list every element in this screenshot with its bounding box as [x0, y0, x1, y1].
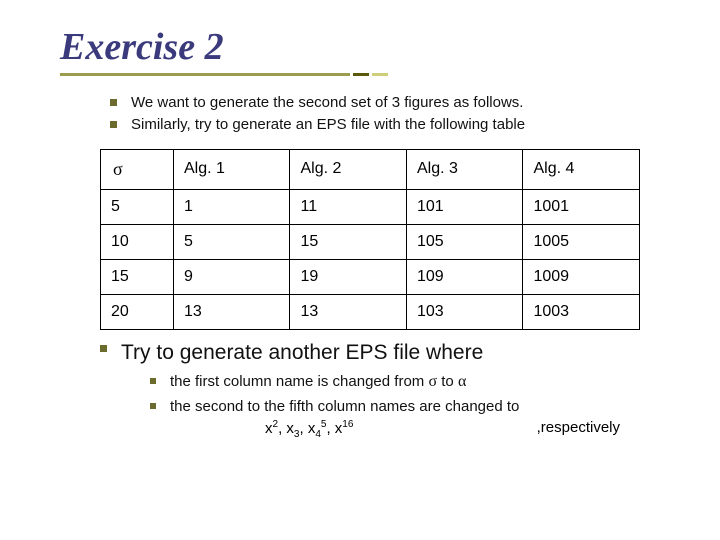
- table-cell: 13: [290, 294, 407, 329]
- table-header-cell: σ: [101, 149, 174, 189]
- table-cell: 5: [101, 189, 174, 224]
- table-cell: 20: [101, 294, 174, 329]
- table-cell: 103: [406, 294, 523, 329]
- table-cell: 1003: [523, 294, 640, 329]
- table-cell: 11: [290, 189, 407, 224]
- bottom-bullet-list: Try to generate another EPS file where: [100, 340, 680, 366]
- square-bullet-icon: [100, 345, 107, 352]
- text-span: the second to the fifth column names are…: [170, 398, 519, 415]
- table-row: 20 13 13 103 1003: [101, 294, 640, 329]
- table-cell: 9: [173, 259, 290, 294]
- sub-bullet-list: the first column name is changed from σ …: [150, 372, 680, 416]
- table-header-cell: Alg. 1: [173, 149, 290, 189]
- sub-bullet-item: the second to the fifth column names are…: [150, 397, 680, 417]
- square-bullet-icon: [150, 378, 156, 384]
- bullet-item: We want to generate the second set of 3 …: [110, 94, 680, 113]
- table-cell: 19: [290, 259, 407, 294]
- table-row: 10 5 15 105 1005: [101, 224, 640, 259]
- sub-bullet-text: the second to the fifth column names are…: [170, 397, 519, 417]
- sub-bullet-item: the first column name is changed from σ …: [150, 372, 680, 393]
- sigma-symbol: σ: [428, 373, 437, 390]
- var-x: x: [286, 420, 294, 437]
- table-header-row: σ Alg. 1 Alg. 2 Alg. 3 Alg. 4: [101, 149, 640, 189]
- table-container: σ Alg. 1 Alg. 2 Alg. 3 Alg. 4 5 1 11 101…: [100, 149, 640, 330]
- table-cell: 1005: [523, 224, 640, 259]
- slide-title: Exercise 2: [60, 25, 680, 69]
- table-cell: 13: [173, 294, 290, 329]
- slide: Exercise 2 We want to generate the secon…: [0, 0, 720, 540]
- alpha-symbol: α: [458, 373, 466, 390]
- text-span: to: [437, 373, 458, 390]
- table-cell: 101: [406, 189, 523, 224]
- table-cell: 1: [173, 189, 290, 224]
- var-sub: 4: [315, 429, 321, 440]
- table-row: 15 9 19 109 1009: [101, 259, 640, 294]
- table-header-cell: Alg. 4: [523, 149, 640, 189]
- table-row: 5 1 11 101 1001: [101, 189, 640, 224]
- underline-short-light: [372, 73, 388, 76]
- sub-bullet-text: the first column name is changed from σ …: [170, 372, 466, 393]
- text-span: the first column name is changed from: [170, 373, 428, 390]
- algorithm-table: σ Alg. 1 Alg. 2 Alg. 3 Alg. 4 5 1 11 101…: [100, 149, 640, 330]
- table-header-cell: Alg. 3: [406, 149, 523, 189]
- table-cell: 105: [406, 224, 523, 259]
- var-sup: 5: [321, 419, 327, 430]
- underline-short-dark: [353, 73, 369, 76]
- square-bullet-icon: [110, 99, 117, 106]
- bullet-text: Similarly, try to generate an EPS file w…: [131, 116, 525, 135]
- table-cell: 1009: [523, 259, 640, 294]
- bullet-item: Try to generate another EPS file where: [100, 340, 680, 366]
- var-sup: 16: [342, 419, 353, 430]
- table-cell: 109: [406, 259, 523, 294]
- top-bullet-list: We want to generate the second set of 3 …: [110, 94, 680, 135]
- underline-long: [60, 73, 350, 76]
- table-cell: 5: [173, 224, 290, 259]
- table-cell: 1001: [523, 189, 640, 224]
- bullet-text: Try to generate another EPS file where: [121, 340, 483, 366]
- var-sub: 3: [294, 429, 300, 440]
- table-cell: 10: [101, 224, 174, 259]
- var-sup: 2: [273, 419, 279, 430]
- table-header-cell: Alg. 2: [290, 149, 407, 189]
- var-x: x: [265, 420, 273, 437]
- variables-line-container: x2, x3, x45, x16 ,respectively: [40, 420, 680, 436]
- title-underline: [60, 73, 680, 76]
- title-block: Exercise 2: [40, 25, 680, 76]
- square-bullet-icon: [150, 403, 156, 409]
- table-cell: 15: [290, 224, 407, 259]
- square-bullet-icon: [110, 121, 117, 128]
- bullet-item: Similarly, try to generate an EPS file w…: [110, 116, 680, 135]
- table-cell: 15: [101, 259, 174, 294]
- bullet-text: We want to generate the second set of 3 …: [131, 94, 523, 113]
